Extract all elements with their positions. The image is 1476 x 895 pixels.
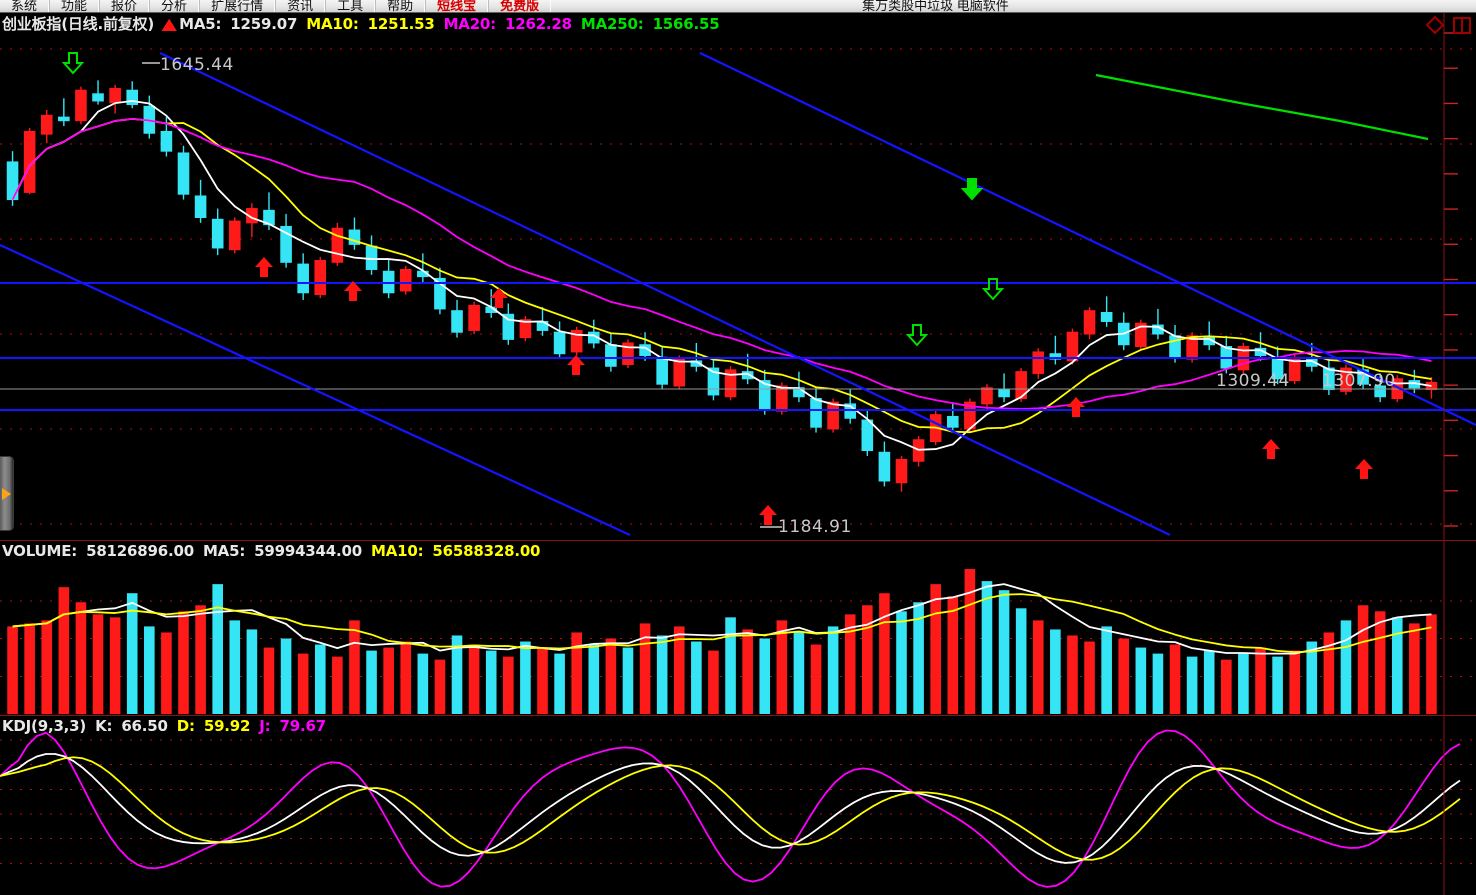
chevron-right-icon — [2, 487, 11, 500]
chart-workspace[interactable]: 创业板指(日线.前复权) ▲ MA5: 1259.07 MA10: 1251.53 MA20… — [0, 13, 1476, 895]
volume-plot — [0, 541, 1476, 715]
high-price-label: 1645.44 — [160, 55, 234, 75]
ma20-value: 1262.28 — [504, 15, 572, 33]
close-price-label: 1307.90 — [1322, 371, 1396, 391]
menu-item-0[interactable]: 系统 — [0, 0, 50, 12]
menu-item-free-version[interactable]: 免费版 — [488, 0, 552, 12]
ma5-value: 1259.07 — [230, 15, 298, 33]
menu-item-duanxianbao[interactable]: 短线宝 — [425, 0, 489, 12]
menu-item-3[interactable]: 分析 — [149, 0, 200, 12]
kdj-k-label: K: — [95, 717, 113, 735]
price-legend: 创业板指(日线.前复权) ▲ MA5: 1259.07 MA10: 1251.53 MA20… — [2, 13, 728, 34]
ma10-value: 1251.53 — [367, 15, 435, 33]
volume-value: 58126896.00 — [86, 542, 194, 560]
price-panel[interactable]: 创业板指(日线.前复权) ▲ MA5: 1259.07 MA10: 1251.53 MA20… — [0, 13, 1476, 540]
volume-ma10-value: 56588328.00 — [432, 542, 541, 560]
volume-panel[interactable]: VOLUME: 58126896.00 MA5: 59994344.00 MA10: 56… — [0, 540, 1476, 715]
volume-ma10-label: MA10: — [371, 542, 424, 560]
price-title: 创业板指(日线.前复权) — [2, 15, 155, 33]
volume-legend: VOLUME: 58126896.00 MA5: 59994344.00 MA10: 56… — [2, 541, 549, 562]
kdj-label: KDJ(9,3,3) — [2, 717, 87, 735]
trend-up-arrow: ▲ — [161, 14, 177, 33]
volume-label: VOLUME: — [2, 542, 78, 560]
menu-item-4[interactable]: 扩展行情 — [199, 0, 276, 12]
ma5-label: MA5: — [179, 15, 222, 33]
last-price-label: 1309.44 — [1216, 371, 1290, 391]
menu-item-1[interactable]: 功能 — [49, 0, 100, 12]
kdj-j-value: 79.67 — [279, 717, 326, 735]
low-price-label: 1184.91 — [778, 517, 852, 537]
menu-item-6[interactable]: 工具 — [325, 0, 376, 12]
ma10-label: MA10: — [306, 15, 359, 33]
ma250-value: 1566.55 — [652, 15, 720, 33]
sidebar-expand-handle[interactable] — [0, 456, 14, 531]
kdj-legend: KDJ(9,3,3) K: 66.50 D: 59.92 J: 79.67 — [2, 716, 335, 737]
menu-item-2[interactable]: 报价 — [99, 0, 150, 12]
kdj-panel[interactable]: KDJ(9,3,3) K: 66.50 D: 59.92 J: 79.67 — [0, 715, 1476, 895]
ma250-label: MA250: — [580, 15, 644, 33]
kdj-d-label: D: — [176, 717, 195, 735]
menu-right-label: 集万类股中垃圾 电脑软件 — [862, 0, 1009, 12]
kdj-d-value: 59.92 — [203, 717, 251, 735]
menu-bar[interactable]: 系统 功能 报价 分析 扩展行情 资讯 工具 帮助 短线宝 免费版 集万类股中垃… — [0, 0, 1476, 13]
menu-item-5[interactable]: 资讯 — [275, 0, 326, 12]
kdj-k-value: 66.50 — [121, 717, 168, 735]
volume-ma5-label: MA5: — [202, 542, 246, 560]
volume-ma5-value: 59994344.00 — [254, 542, 362, 560]
split-window-icon[interactable] — [1452, 15, 1472, 35]
price-plot — [0, 13, 1476, 540]
kdj-plot — [0, 716, 1476, 895]
window-controls[interactable] — [1425, 15, 1472, 35]
ma20-label: MA20: — [443, 15, 497, 33]
menu-item-7[interactable]: 帮助 — [375, 0, 426, 12]
kdj-j-label: J: — [259, 717, 271, 735]
diamond-icon[interactable] — [1425, 15, 1445, 35]
